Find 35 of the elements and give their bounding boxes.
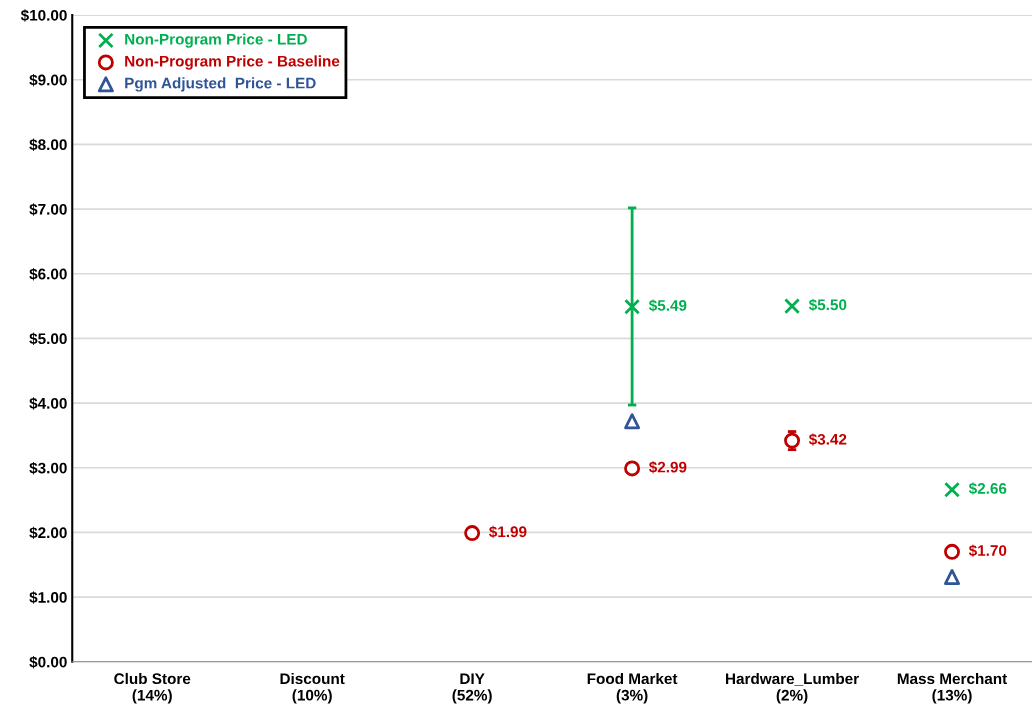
point <box>784 298 801 315</box>
y-tick-label: $8.00 <box>29 138 67 152</box>
point <box>944 481 960 498</box>
legend-label: Pgm Adjusted Price - LED <box>125 77 316 92</box>
data-label: $1.70 <box>968 544 1007 557</box>
x-tick-label: Food Market (3%) <box>587 672 678 704</box>
point <box>624 460 641 477</box>
point <box>944 569 960 586</box>
point <box>944 543 960 560</box>
y-tick-label: $10.00 <box>20 9 67 22</box>
y-tick-label: $7.00 <box>29 203 67 216</box>
y-tick-label: $9.00 <box>29 73 67 87</box>
data-label: $1.99 <box>489 525 527 539</box>
point <box>624 413 641 430</box>
x-tick-label: Club Store (14%) <box>114 672 191 704</box>
x-tick-label: DIY (52%) <box>452 673 492 704</box>
y-tick-label: $0.00 <box>29 655 67 669</box>
y-tick-label: $2.00 <box>29 526 67 540</box>
data-label: $5.49 <box>648 299 687 312</box>
data-label: $5.50 <box>808 298 847 312</box>
legend-label: Non-Program Price - Baseline <box>125 55 340 70</box>
point <box>624 298 641 315</box>
x-tick-label: Mass Merchant (13%) <box>897 672 1008 704</box>
legend-label: Non-Program Price - LED <box>125 33 307 48</box>
point <box>464 525 481 542</box>
y-tick-label: $1.00 <box>29 591 67 604</box>
data-label: $2.66 <box>968 482 1007 495</box>
data-label: $2.99 <box>648 461 687 474</box>
y-tick-label: $5.00 <box>29 332 67 346</box>
y-tick-label: $4.00 <box>29 397 67 410</box>
x-tick-label: Hardware_Lumber (2%) <box>726 672 859 704</box>
x-tick-label: Discount (10%) <box>280 672 345 704</box>
y-tick-label: $6.00 <box>29 267 67 281</box>
data-label: $3.42 <box>808 433 847 446</box>
y-tick-label: $3.00 <box>29 461 67 475</box>
